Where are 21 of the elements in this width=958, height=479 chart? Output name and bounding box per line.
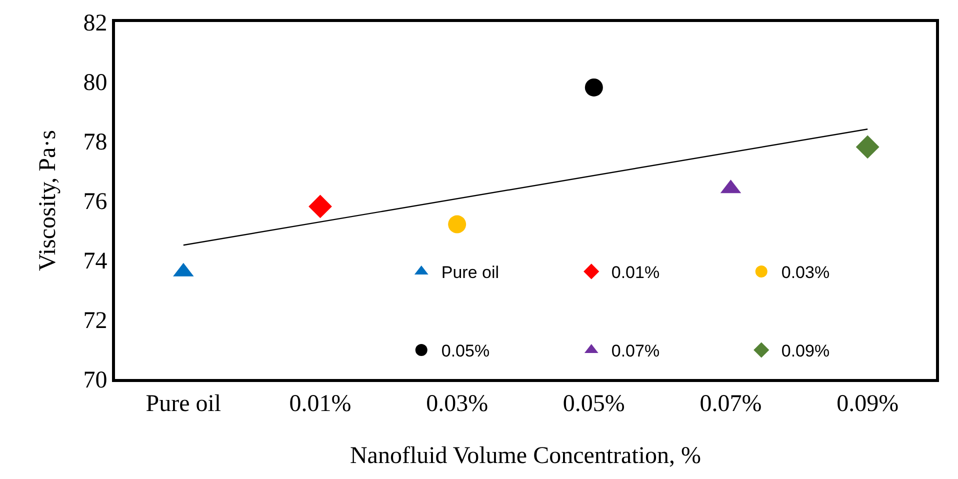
legend-label: Pure oil <box>441 263 500 282</box>
x-tick-label: 0.09% <box>836 390 899 417</box>
y-tick-label: 76 <box>83 188 108 215</box>
legend-label: 0.03% <box>781 263 830 282</box>
x-tick-label: 0.07% <box>700 390 762 417</box>
y-axis-title: Viscosity, Pa·s <box>35 130 61 271</box>
y-tick-label: 70 <box>83 367 108 394</box>
legend-label: 0.05% <box>441 342 490 361</box>
y-tick-label: 72 <box>83 308 108 334</box>
x-tick-label: 0.03% <box>426 390 488 417</box>
y-tick-label: 78 <box>83 129 108 156</box>
x-tick-label: Pure oil <box>146 390 222 417</box>
y-tick-label: 74 <box>83 248 108 274</box>
legend-label: 0.07% <box>611 342 660 361</box>
x-axis-title: Nanofluid Volume Concentration, % <box>350 443 702 469</box>
legend-label: 0.01% <box>611 263 660 282</box>
legend-label: 0.09% <box>781 342 830 361</box>
x-tick-label: 0.01% <box>289 390 352 417</box>
x-tick-label: 0.05% <box>562 390 625 417</box>
y-tick-label: 82 <box>83 10 108 36</box>
y-tick-label: 80 <box>83 70 108 96</box>
